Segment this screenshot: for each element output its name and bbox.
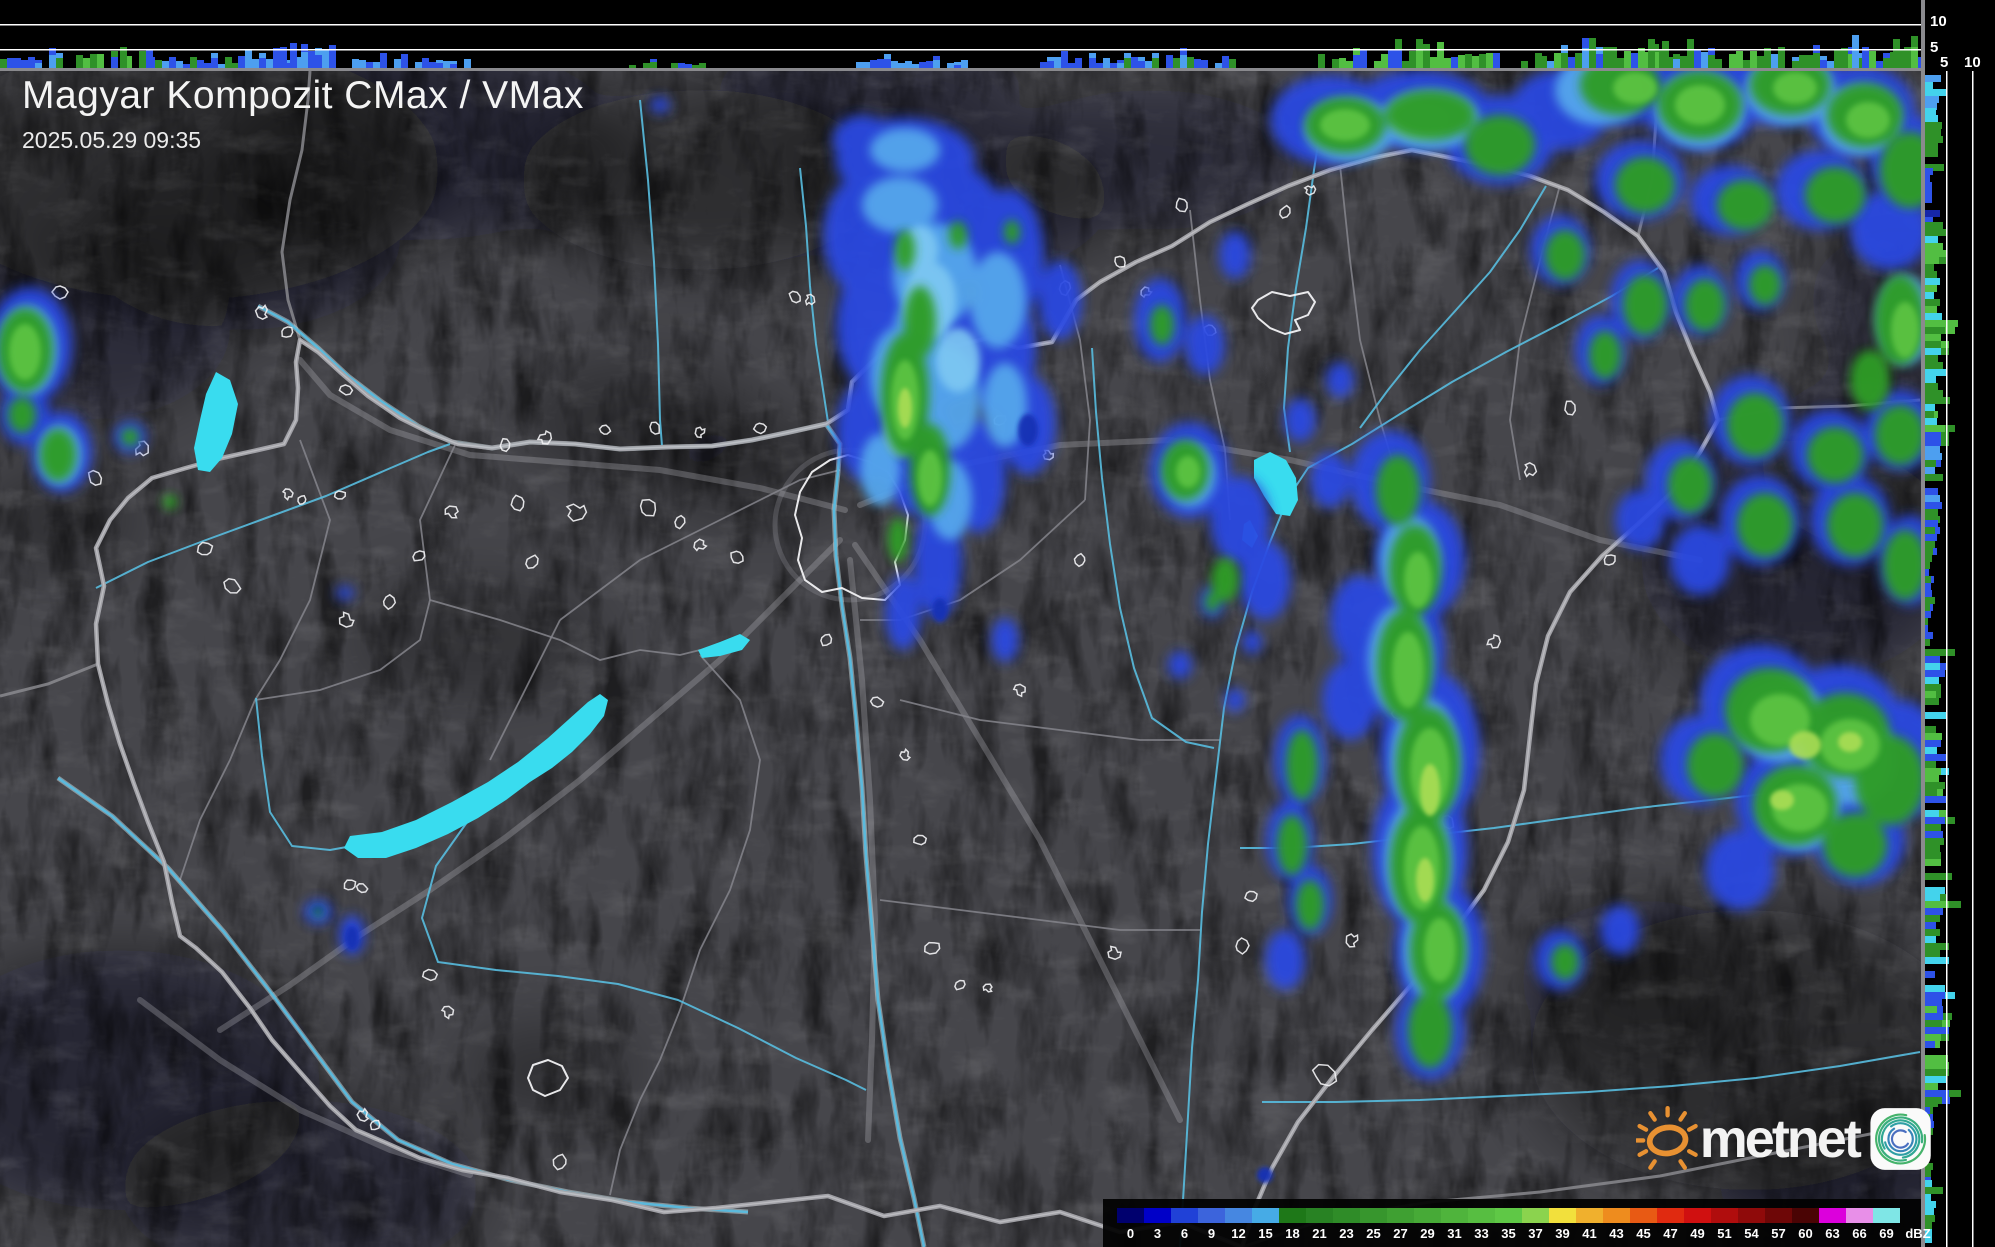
legend-label: 29 [1420,1226,1435,1241]
page-title: Magyar Kompozit CMax / VMax [22,74,584,117]
legend-swatch [1171,1208,1198,1223]
legend-swatch [1144,1208,1171,1223]
legend-swatch [1657,1208,1684,1223]
legend-swatch [1441,1208,1468,1223]
legend-label: 51 [1717,1226,1732,1241]
legend-label: 43 [1609,1226,1624,1241]
vmax-top-profile [0,0,1925,71]
spiral-app-icon [1870,1108,1931,1170]
legend-swatch [1684,1208,1711,1223]
dbz-legend: 0 3 6 9 12 15 18 21 23 25 27 29 31 33 35 37 39 41 43 45 47 49… [1103,1199,1931,1247]
map-header: Magyar Kompozit CMax / VMax 2025.05.29 0… [22,74,584,154]
legend-label: 57 [1771,1226,1786,1241]
map-top-frame [0,68,1921,71]
legend-swatch [1846,1208,1873,1223]
legend-swatch [1333,1208,1360,1223]
legend-swatch [1630,1208,1657,1223]
legend-label: 45 [1636,1226,1651,1241]
legend-swatch [1468,1208,1495,1223]
metnet-logo: metnet [1636,1094,1932,1184]
legend-label: 41 [1582,1226,1597,1241]
legend-swatch [1225,1208,1252,1223]
legend-swatch [1792,1208,1819,1223]
logo-wordmark: metnet [1699,1109,1862,1169]
legend-label: 49 [1690,1226,1705,1241]
radar-echoes [0,35,1921,1183]
legend-swatch [1549,1208,1576,1223]
legend-label: 18 [1285,1226,1300,1241]
echo-layer-core-yellow-green [898,388,1862,902]
legend-label: 39 [1555,1226,1570,1241]
legend-swatch [1117,1208,1144,1223]
legend-label: 69 [1879,1226,1894,1241]
legend-label: 37 [1528,1226,1543,1241]
legend-label: 66 [1852,1226,1867,1241]
legend-swatch [1738,1208,1765,1223]
right-profile-10km-label: 10 [1964,54,1981,71]
legend-label: 21 [1312,1226,1327,1241]
echo-layer-green-bright [9,72,1919,982]
radar-map [0,10,1921,1247]
legend-swatch [1306,1208,1333,1223]
legend-swatch [1414,1208,1441,1223]
legend-label: 63 [1825,1226,1840,1241]
legend-swatch [1198,1208,1225,1223]
legend-swatch [1279,1208,1306,1223]
legend-label: 54 [1744,1226,1759,1241]
legend-label: 3 [1153,1226,1162,1241]
legend-label: 33 [1474,1226,1489,1241]
top-profile-10km-label: 10 [1930,13,1947,30]
legend-swatch [1819,1208,1846,1223]
legend-label: 12 [1231,1226,1246,1241]
legend-label: 6 [1180,1226,1189,1241]
legend-swatch [1603,1208,1630,1223]
legend-swatch [1576,1208,1603,1223]
legend-label: 47 [1663,1226,1678,1241]
legend-swatch [1252,1208,1279,1223]
legend-swatch [1522,1208,1549,1223]
legend-swatch [1765,1208,1792,1223]
timestamp: 2025.05.29 09:35 [22,127,202,153]
legend-label: 60 [1798,1226,1813,1241]
echo-layer-navy [312,414,1273,1183]
profile-scale-corner: 10 5 5 10 [1925,0,1995,71]
right-profile-5km-label: 5 [1940,54,1949,71]
vmax-right-profile [1925,71,1995,1247]
legend-label: 25 [1366,1226,1381,1241]
legend-label: 0 [1126,1226,1135,1241]
legend-swatch [1387,1208,1414,1223]
legend-label: 23 [1339,1226,1354,1241]
legend-label: 15 [1258,1226,1273,1241]
legend-swatch [1495,1208,1522,1223]
map-right-frame [1921,0,1925,1247]
legend-label: 27 [1393,1226,1408,1241]
legend-swatch [1873,1208,1900,1223]
legend-label: 35 [1501,1226,1516,1241]
legend-unit-label: dBZ [1905,1226,1931,1241]
legend-swatch [1360,1208,1387,1223]
top-profile-5km-label: 5 [1930,39,1939,56]
legend-label: 31 [1447,1226,1462,1241]
legend-swatch [1711,1208,1738,1223]
legend-label: 9 [1207,1226,1216,1241]
sun-icon [1636,1105,1698,1170]
